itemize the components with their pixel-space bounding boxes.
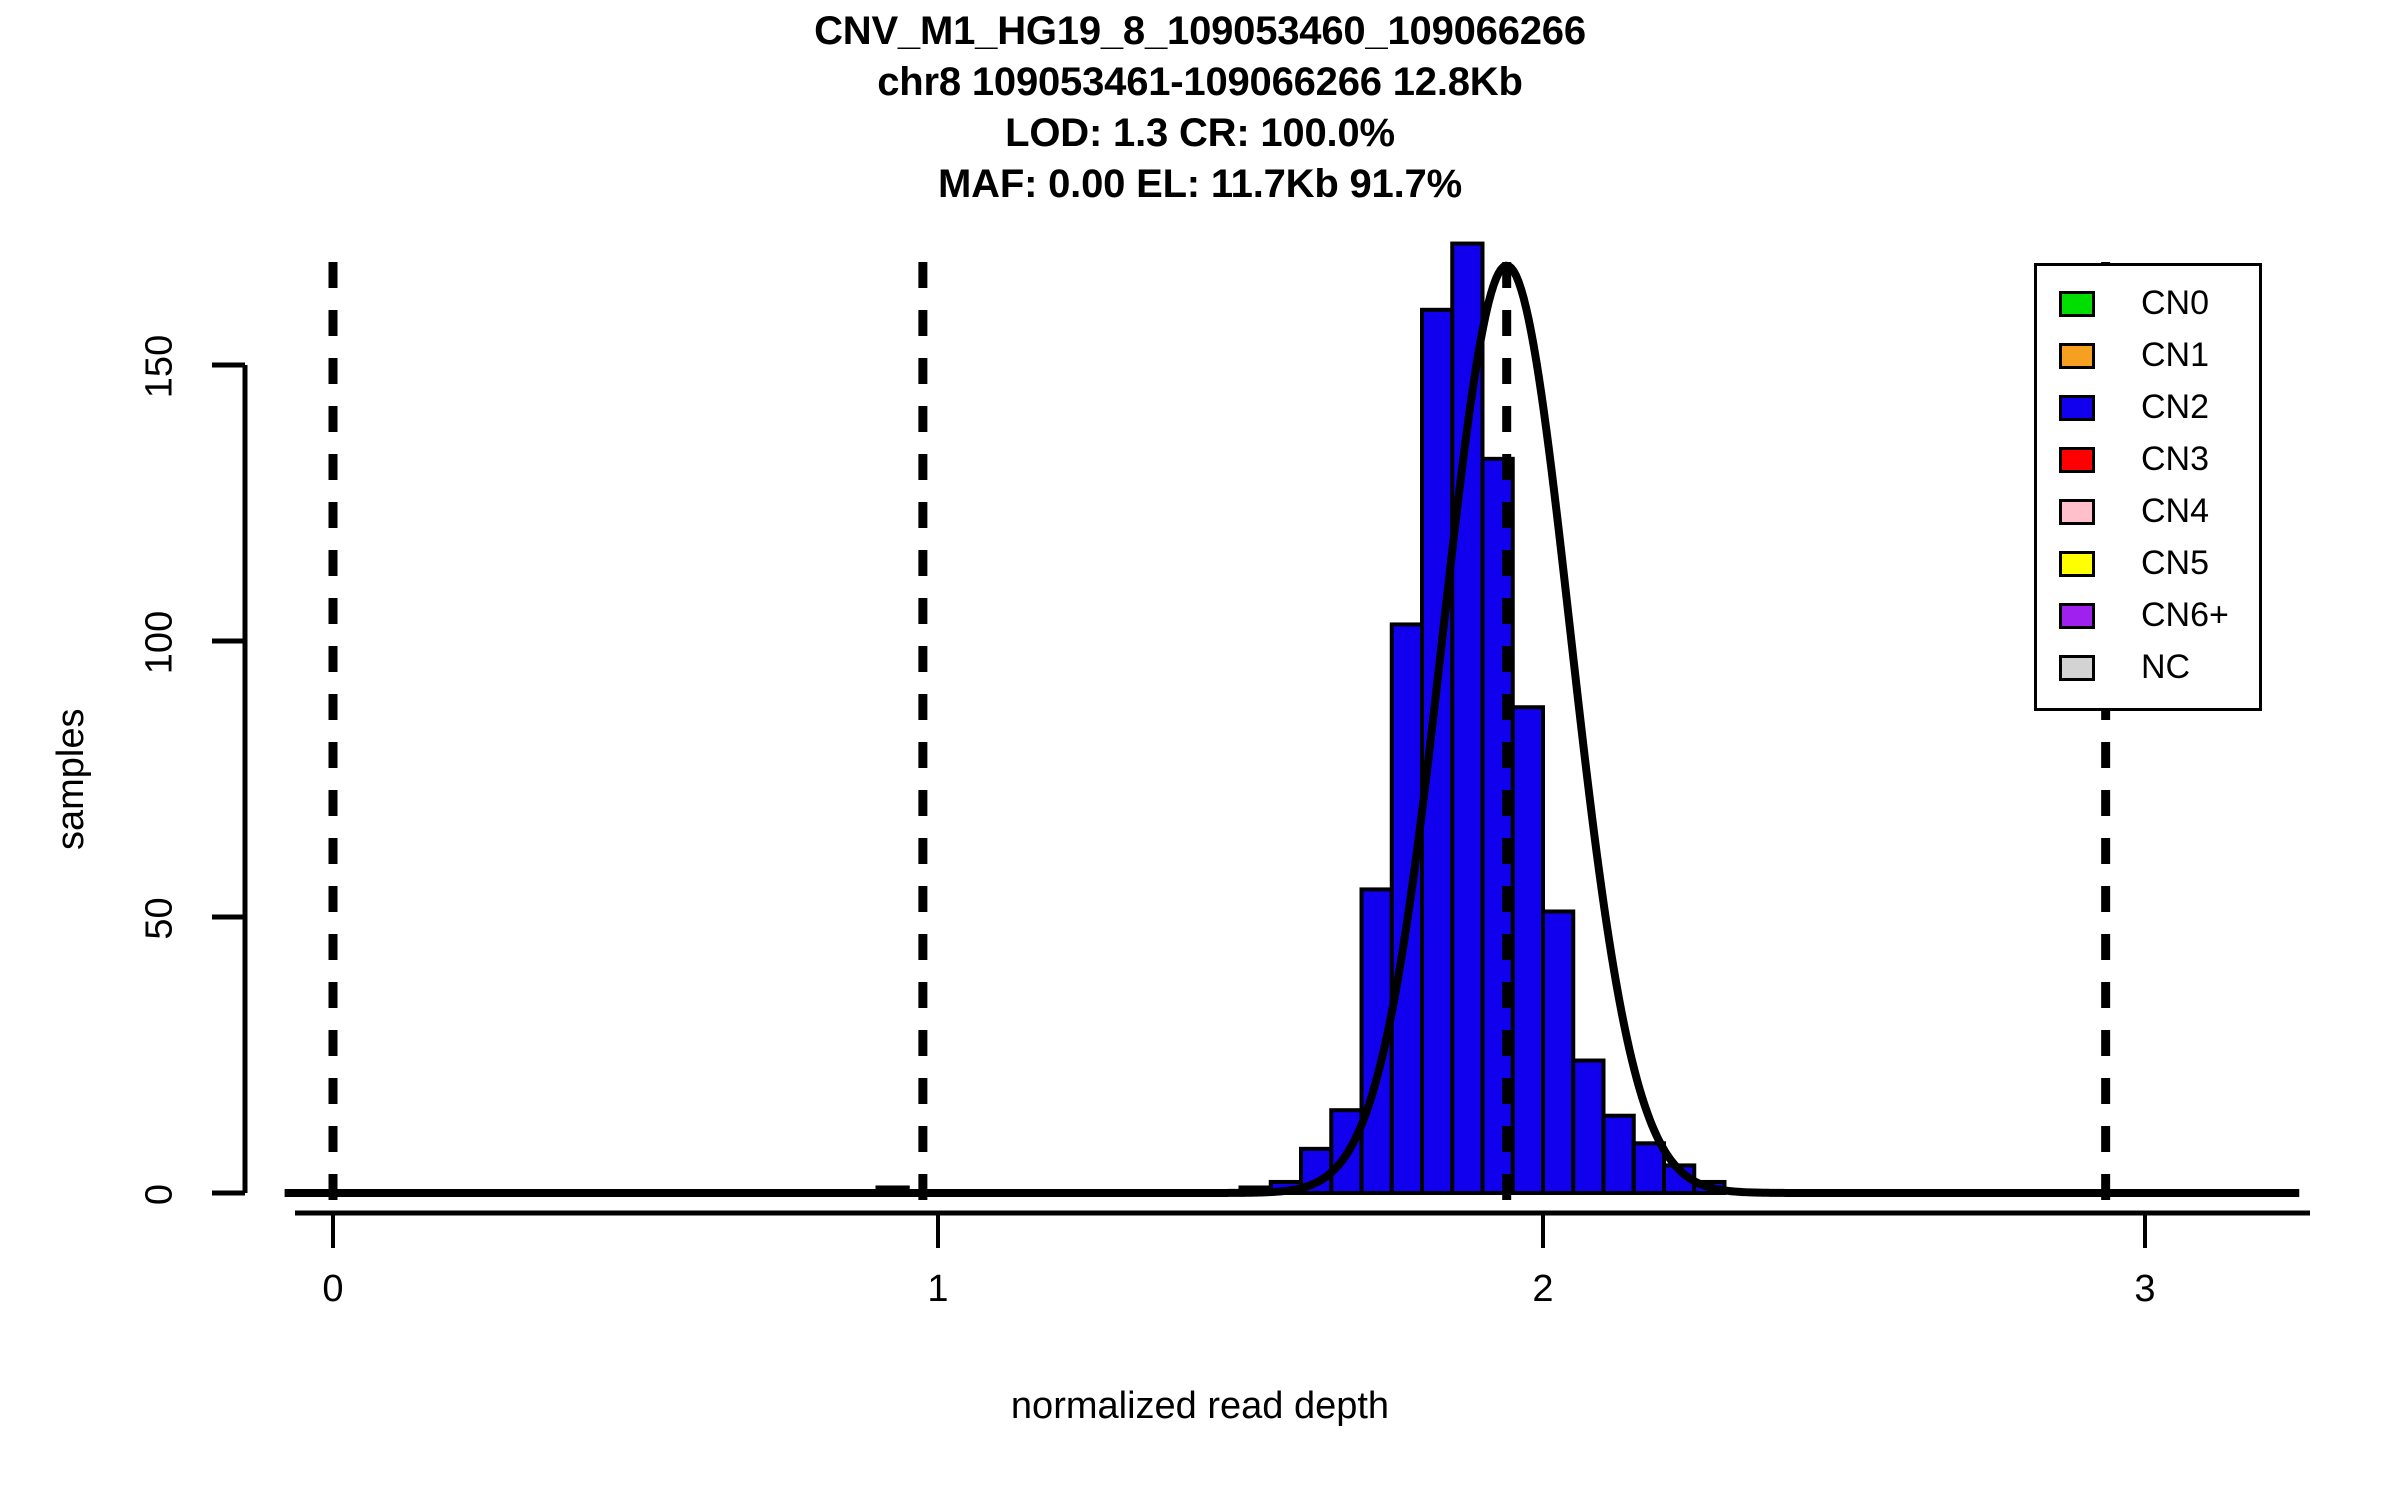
legend-label: CN6+ [2141, 596, 2229, 634]
legend-item-cn1[interactable]: CN1 [2059, 336, 2209, 375]
x-tick-label-3: 3 [2134, 1268, 2156, 1310]
histogram-bar [1510, 705, 1545, 1195]
legend-item-cn6plus[interactable]: CN6+ [2059, 596, 2229, 635]
histogram-bar [1450, 241, 1485, 1195]
legend-swatch-cn1-icon [2059, 342, 2095, 369]
histogram-bar [1541, 909, 1576, 1195]
histogram-bar [1601, 1113, 1636, 1195]
x-tick-label-1: 1 [927, 1268, 949, 1310]
legend-item-cn4[interactable]: CN4 [2059, 492, 2209, 531]
histogram-bars [875, 241, 1727, 1196]
legend-label: CN3 [2141, 440, 2210, 478]
axis-lines [212, 362, 2310, 1248]
title-line-3: LOD: 1.3 CR: 100.0% [1005, 111, 1395, 155]
legend-item-cn5[interactable]: CN5 [2059, 544, 2209, 583]
legend-label: CN5 [2141, 544, 2210, 582]
title-line-2: chr8 109053461-109066266 12.8Kb [877, 60, 1523, 104]
title-line-4: MAF: 0.00 EL: 11.7Kb 91.7% [938, 162, 1462, 206]
legend-swatch-cn2-icon [2059, 394, 2095, 421]
legend-item-nc[interactable]: NC [2059, 648, 2190, 687]
x-tick-label-2: 2 [1532, 1268, 1554, 1310]
legend-item-cn3[interactable]: CN3 [2059, 440, 2209, 479]
histogram-bar [1420, 307, 1455, 1195]
legend-label: CN0 [2141, 284, 2210, 322]
histogram-bar [1631, 1141, 1666, 1195]
legend-label: CN4 [2141, 492, 2210, 530]
copy-number-reference-lines [328, 262, 2111, 1203]
legend-label: CN1 [2141, 336, 2210, 374]
legend-item-cn2[interactable]: CN2 [2059, 388, 2209, 427]
legend-swatch-cn0-icon [2059, 290, 2095, 317]
legend-swatch-nc-icon [2059, 654, 2095, 681]
x-axis-label: normalized read depth [1010, 1385, 1390, 1427]
legend-swatch-cn3-icon [2059, 446, 2095, 473]
copy-number-legend: CN0 CN1 CN2 CN3 CN4 CN5 CN6+ NC [2034, 263, 2262, 711]
legend-swatch-cn5-icon [2059, 550, 2095, 577]
histogram-bar [1571, 1058, 1606, 1196]
legend-swatch-cn6plus-icon [2059, 602, 2095, 629]
legend-label: CN2 [2141, 388, 2210, 426]
legend-swatch-cn4-icon [2059, 498, 2095, 525]
plot-title: CNV_M1_HG19_8_109053460_109066266 chr8 1… [0, 6, 2400, 210]
fitted-density-curve [284, 261, 2300, 1197]
title-line-1: CNV_M1_HG19_8_109053460_109066266 [814, 9, 1586, 53]
legend-label: NC [2141, 648, 2191, 686]
density-curve-path [284, 261, 2300, 1197]
legend-item-cn0[interactable]: CN0 [2059, 284, 2209, 323]
x-tick-label-0: 0 [322, 1268, 344, 1310]
